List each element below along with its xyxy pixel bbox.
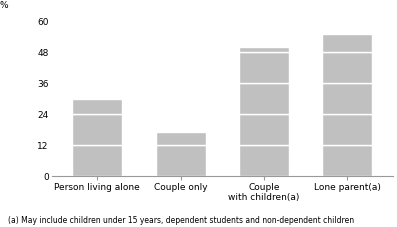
Bar	[322, 114, 372, 145]
Bar	[322, 34, 372, 52]
Bar	[156, 145, 206, 176]
Bar	[239, 145, 289, 176]
Text: (a) May include children under 15 years, dependent students and non-dependent ch: (a) May include children under 15 years,…	[8, 216, 354, 225]
Bar	[322, 145, 372, 176]
Bar	[156, 132, 206, 145]
Bar	[72, 99, 122, 114]
Bar	[239, 52, 289, 83]
Bar	[322, 52, 372, 83]
Bar	[322, 83, 372, 114]
Bar	[72, 114, 122, 145]
Bar	[239, 114, 289, 145]
Y-axis label: %: %	[0, 1, 8, 10]
Bar	[72, 145, 122, 176]
Bar	[239, 47, 289, 52]
Bar	[239, 83, 289, 114]
